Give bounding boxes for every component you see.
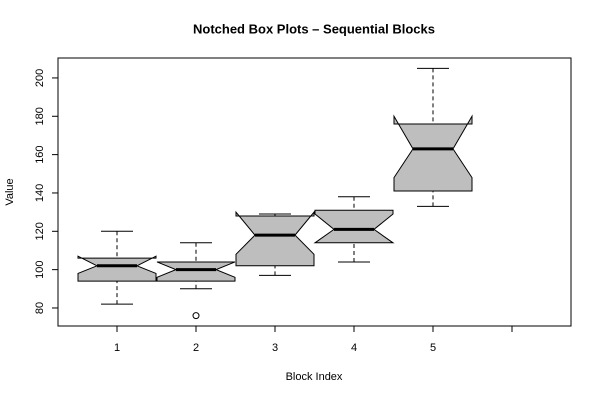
x-tick-label: 3 xyxy=(272,342,278,354)
y-axis-label: Value xyxy=(4,178,16,205)
y-tick-label: 160 xyxy=(34,145,46,163)
x-tick-label: 4 xyxy=(351,342,357,354)
x-axis-label: Block Index xyxy=(286,371,343,383)
box xyxy=(313,209,395,244)
chart-title: Notched Box Plots – Sequential Blocks xyxy=(193,21,435,36)
x-tick-label: 5 xyxy=(430,342,436,354)
x-tick-label: 1 xyxy=(114,342,120,354)
outlier xyxy=(192,312,200,320)
box xyxy=(235,210,315,267)
box xyxy=(77,255,157,282)
y-tick-label: 100 xyxy=(34,260,46,278)
y-tick-label: 140 xyxy=(34,184,46,202)
y-tick-label: 120 xyxy=(34,222,46,240)
y-tick-label: 200 xyxy=(34,69,46,87)
plot-frame xyxy=(57,57,572,327)
box xyxy=(156,261,236,282)
x-tick-label: 2 xyxy=(193,342,199,354)
box xyxy=(393,114,473,192)
y-tick-label: 180 xyxy=(34,107,46,125)
y-tick-label: 80 xyxy=(34,302,46,314)
